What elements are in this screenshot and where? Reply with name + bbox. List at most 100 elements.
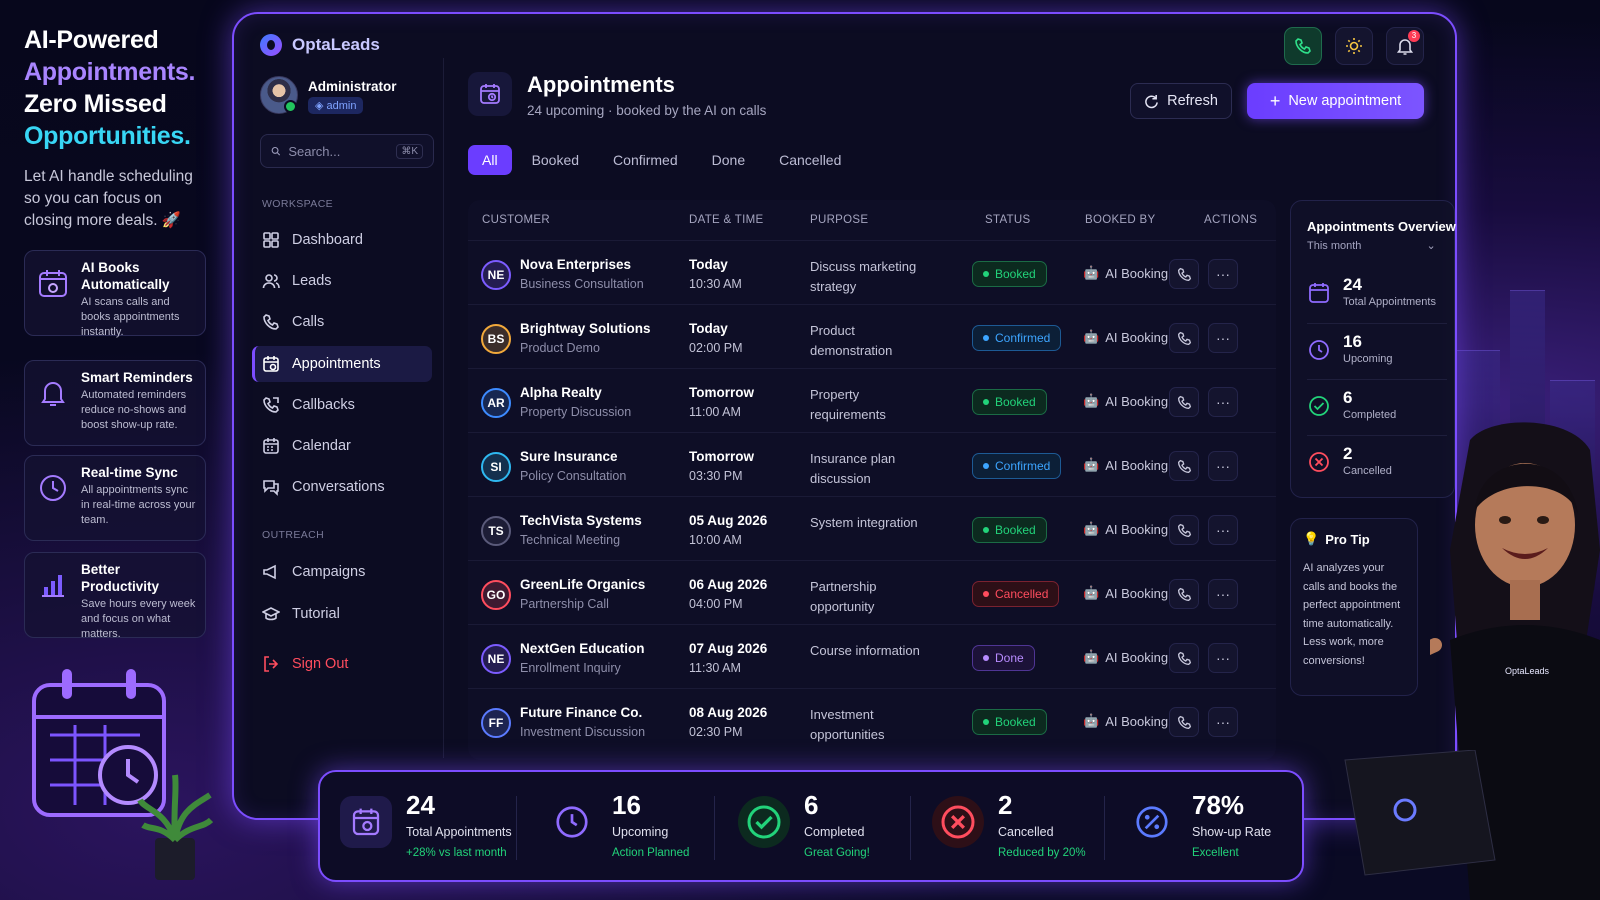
sign-out-button[interactable]: Sign Out — [252, 646, 432, 682]
overview-value: 2 — [1343, 444, 1353, 463]
sidebar-item-label: Calls — [292, 314, 325, 330]
feature-desc: All appointments sync in real-time acros… — [81, 484, 196, 526]
sidebar-item-calls[interactable]: Calls — [252, 304, 432, 340]
sidebar-item-calendar[interactable]: Calendar — [252, 428, 432, 464]
more-actions-button[interactable]: ··· — [1208, 707, 1238, 737]
booked-by: 🤖 AI Booking — [1083, 457, 1168, 473]
call-customer-button[interactable] — [1169, 707, 1199, 737]
more-actions-button[interactable]: ··· — [1208, 387, 1238, 417]
shortcut-hint: ⌘K — [396, 143, 423, 159]
booked-by-label: AI Booking — [1105, 585, 1169, 601]
call-customer-button[interactable] — [1169, 323, 1199, 353]
tab-done[interactable]: Done — [711, 152, 746, 168]
customer-name[interactable]: TechVista Systems — [520, 513, 642, 528]
feature-card-sync: Real-time Sync All appointments sync in … — [24, 455, 206, 541]
table-row[interactable]: BS Brightway Solutions Product Demo Today 02… — [468, 304, 1276, 369]
customer-avatar: SI — [481, 452, 511, 482]
sidebar-item-conversations[interactable]: Conversations — [252, 469, 432, 505]
calendar-icon — [1309, 283, 1329, 303]
appointment-type: Business Consultation — [520, 277, 644, 291]
period-select[interactable]: This month ⌄ — [1307, 239, 1436, 252]
customer-name[interactable]: GreenLife Organics — [520, 577, 646, 592]
table-row[interactable]: GO GreenLife Organics Partnership Call 06 A… — [468, 560, 1276, 625]
new-appointment-label: New appointment — [1288, 93, 1402, 109]
overview-value: 6 — [1343, 388, 1353, 407]
notifications-button[interactable]: 3 — [1386, 27, 1424, 65]
customer-initials: FF — [488, 716, 504, 730]
search-input[interactable] — [288, 143, 389, 159]
column-header-actions: ACTIONS — [1204, 214, 1258, 226]
table-row[interactable]: NE NextGen Education Enrollment Inquiry 07 … — [468, 624, 1276, 689]
user-profile[interactable]: Administrator ◈ admin — [260, 76, 445, 118]
table-row[interactable]: SI Sure Insurance Policy Consultation Tomor… — [468, 432, 1276, 497]
more-actions-button[interactable]: ··· — [1208, 323, 1238, 353]
customer-name[interactable]: NextGen Education — [520, 641, 645, 656]
theme-toggle-button[interactable] — [1335, 27, 1373, 65]
tab-cancelled[interactable]: Cancelled — [779, 152, 842, 168]
booked-by: 🤖 AI Booking — [1083, 265, 1168, 281]
refresh-button[interactable]: Refresh — [1130, 83, 1232, 119]
sidebar-item-dashboard[interactable]: Dashboard — [252, 222, 432, 258]
sidebar-item-callbacks[interactable]: Callbacks — [252, 387, 432, 423]
feature-title: Better Productivity — [81, 562, 160, 594]
more-icon: ··· — [1216, 522, 1230, 538]
more-actions-button[interactable]: ··· — [1208, 643, 1238, 673]
table-row[interactable]: NE Nova Enterprises Business Consultation T… — [468, 240, 1276, 305]
column-header-customer[interactable]: CUSTOMER — [482, 214, 550, 226]
column-header-purpose[interactable]: PURPOSE — [810, 214, 869, 226]
sidebar-item-appointments[interactable]: Appointments — [252, 346, 432, 382]
table-row[interactable]: AR Alpha Realty Property Discussion Tomorro… — [468, 368, 1276, 433]
more-actions-button[interactable]: ··· — [1208, 579, 1238, 609]
more-actions-button[interactable]: ··· — [1208, 515, 1238, 545]
more-actions-button[interactable]: ··· — [1208, 451, 1238, 481]
stat-label: Show-up Rate — [1192, 825, 1272, 839]
stat-sub: Excellent — [1192, 847, 1239, 859]
call-button[interactable] — [1284, 27, 1322, 65]
sidebar-item-tutorial[interactable]: Tutorial — [252, 596, 432, 632]
appointments-table: CUSTOMER DATE & TIME PURPOSE STATUS BOOK… — [468, 200, 1276, 760]
status-badge: Confirmed — [972, 325, 1062, 351]
appointment-type: Enrollment Inquiry — [520, 661, 621, 675]
call-customer-button[interactable] — [1169, 259, 1199, 289]
sidebar: OptaLeads Administrator ◈ admin ⌘K WORKS… — [250, 26, 445, 776]
search-box[interactable]: ⌘K — [260, 134, 434, 168]
sidebar-item-campaigns[interactable]: Campaigns — [252, 554, 432, 590]
call-customer-button[interactable] — [1169, 643, 1199, 673]
status-badge: Booked — [972, 709, 1047, 735]
customer-name[interactable]: Future Finance Co. — [520, 705, 643, 720]
calendar-clock-icon — [263, 356, 279, 372]
column-header-date-time[interactable]: DATE & TIME — [689, 214, 764, 226]
column-header-status[interactable]: STATUS — [985, 214, 1031, 226]
new-appointment-button[interactable]: + New appointment — [1247, 83, 1424, 119]
pro-tip-card: 💡 Pro Tip AI analyzes your calls and book… — [1290, 518, 1418, 696]
more-actions-button[interactable]: ··· — [1208, 259, 1238, 289]
tab-confirmed[interactable]: Confirmed — [613, 152, 678, 168]
headline-line-3: Zero Missed — [24, 90, 167, 118]
overview-label: Total Appointments — [1343, 296, 1436, 308]
check-circle-icon — [1309, 396, 1329, 416]
call-customer-button[interactable] — [1169, 579, 1199, 609]
notification-count-badge: 3 — [1408, 30, 1420, 42]
brand[interactable]: OptaLeads — [260, 34, 380, 56]
more-icon: ··· — [1216, 394, 1230, 410]
customer-name[interactable]: Alpha Realty — [520, 385, 602, 400]
customer-name[interactable]: Nova Enterprises — [520, 257, 632, 272]
table-row[interactable]: FF Future Finance Co. Investment Discussio… — [468, 688, 1276, 753]
calendar-ai-icon — [39, 270, 67, 297]
table-row[interactable]: TS TechVista Systems Technical Meeting 05 A… — [468, 496, 1276, 561]
tab-all[interactable]: All — [468, 145, 512, 175]
promo-description: Let AI handle scheduling so you can focu… — [24, 168, 193, 229]
robot-icon: 🤖 — [1083, 265, 1100, 280]
chevron-down-icon: ⌄ — [1426, 240, 1436, 252]
appointment-time: 11:30 AM — [689, 661, 741, 675]
sidebar-item-leads[interactable]: Leads — [252, 263, 432, 299]
call-customer-button[interactable] — [1169, 515, 1199, 545]
tab-booked[interactable]: Booked — [531, 152, 580, 168]
customer-initials: TS — [488, 524, 504, 538]
column-header-booked-by[interactable]: BOOKED BY — [1085, 214, 1156, 226]
call-customer-button[interactable] — [1169, 451, 1199, 481]
customer-name[interactable]: Sure Insurance — [520, 449, 618, 464]
more-icon: ··· — [1216, 586, 1230, 602]
call-customer-button[interactable] — [1169, 387, 1199, 417]
customer-name[interactable]: Brightway Solutions — [520, 321, 651, 336]
